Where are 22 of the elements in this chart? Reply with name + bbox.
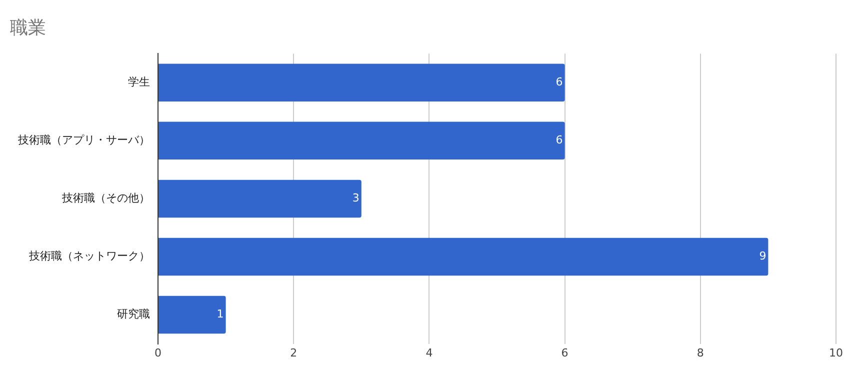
data-label: 6 [556,134,563,147]
x-tick-label: 10 [829,346,843,360]
x-tick-label: 0 [154,346,162,360]
x-tick-label: 8 [696,346,704,360]
y-tick-label: 技術職（ネットワーク） [28,250,150,263]
data-label: 3 [352,192,360,205]
x-tick-label: 2 [290,346,298,360]
y-tick-label: 技術職（その他） [61,192,150,205]
bar [158,64,565,102]
x-tick-label: 4 [426,346,433,360]
bar [158,238,768,276]
data-label: 9 [759,250,766,263]
y-tick-label: 研究職 [117,308,150,321]
data-label: 1 [216,308,224,321]
bar [158,180,362,218]
y-tick-label: 技術職（アプリ・サーバ） [17,134,150,147]
bar [158,122,565,160]
y-tick-label: 学生 [128,75,150,88]
x-tick-label: 6 [561,346,568,360]
bar [158,296,226,334]
data-label: 6 [556,75,563,88]
chart-title: 職業 [10,17,46,38]
